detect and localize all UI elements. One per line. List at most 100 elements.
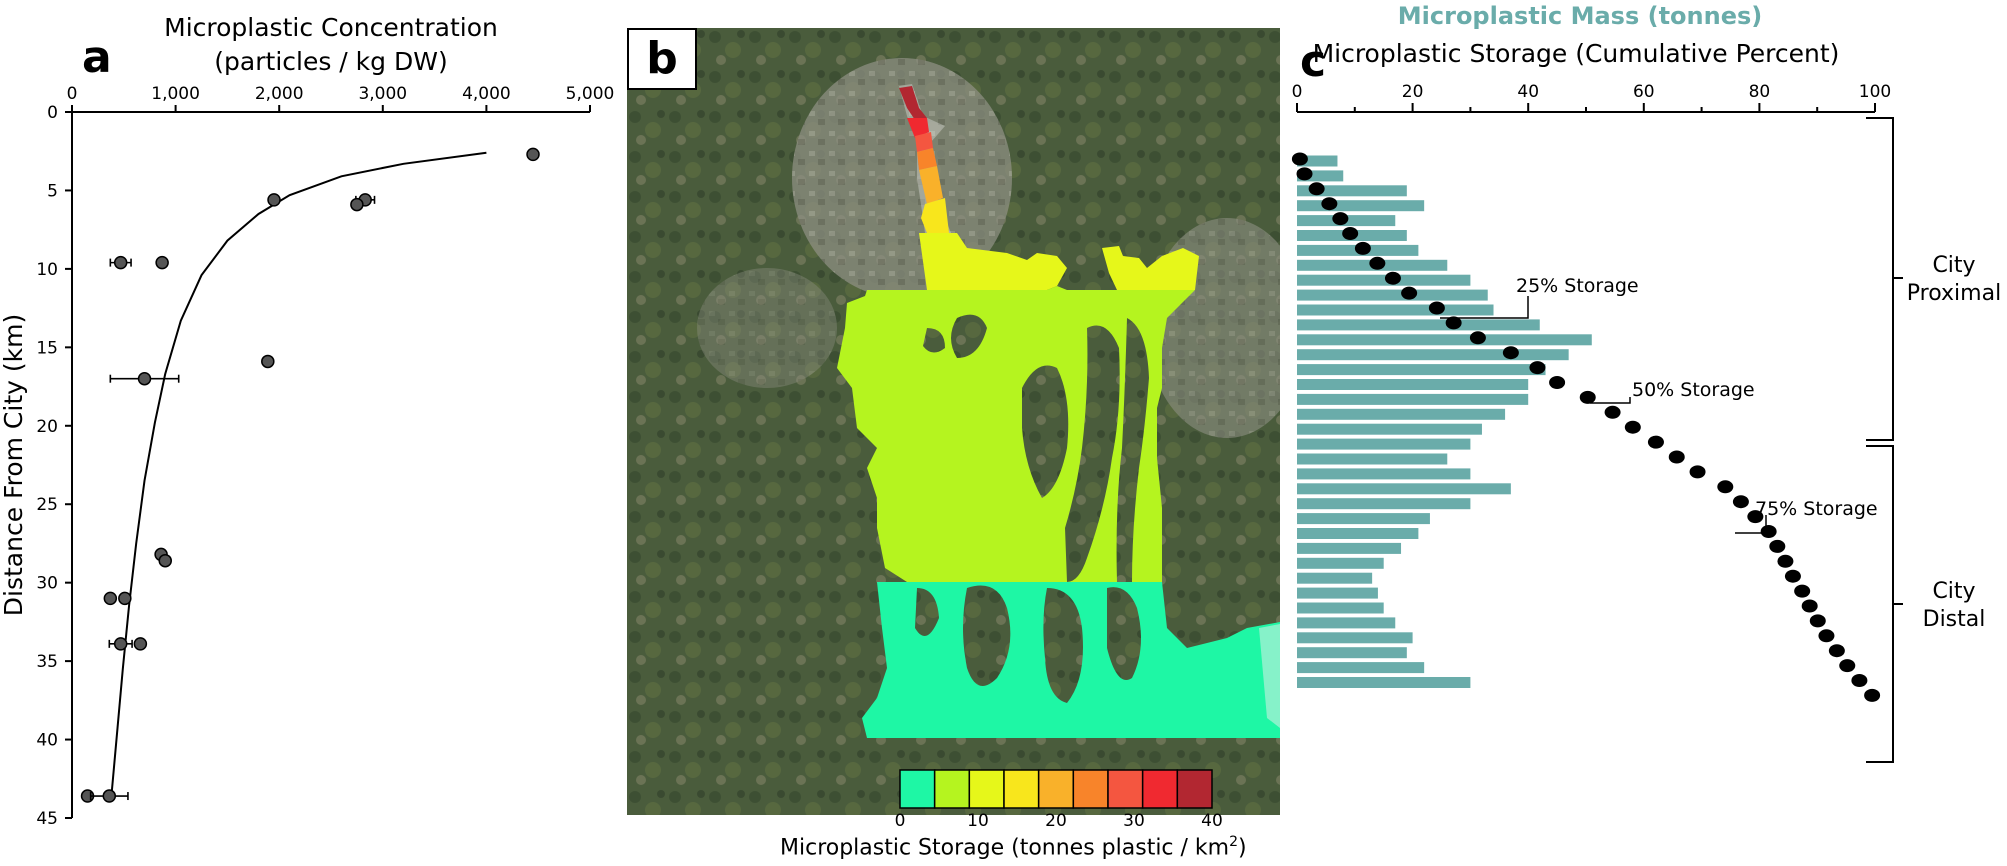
cumulative-point (1502, 346, 1519, 360)
cumulative-point (1332, 212, 1349, 226)
satellite-map (627, 28, 1280, 815)
urban-area (697, 268, 837, 388)
mass-bar (1297, 572, 1373, 584)
mass-bar (1297, 244, 1419, 256)
cumulative-point (1384, 271, 1401, 285)
y-tick-label: 35 (36, 652, 58, 672)
mass-bar (1297, 259, 1448, 271)
data-point (526, 147, 540, 162)
cumulative-point (1604, 405, 1621, 419)
annotation-leader (1590, 397, 1631, 404)
y-tick-label: 0 (47, 103, 58, 123)
y-tick-label: 5 (47, 181, 58, 201)
colorbar-cell (899, 769, 936, 809)
data-point (158, 553, 172, 568)
cumulative-point (1469, 331, 1486, 345)
bracket-label: Proximal (1907, 281, 2001, 306)
x-tick-label: 40 (1517, 82, 1539, 102)
mass-bar (1297, 304, 1494, 316)
cumulative-point (1809, 614, 1826, 628)
mass-bar (1297, 230, 1407, 241)
data-point (103, 591, 118, 606)
chart-title-line2: (particles / kg DW) (214, 47, 447, 76)
x-tick-label: 0 (67, 84, 78, 104)
panel-letter-b: b (646, 33, 678, 84)
mass-bar (1297, 200, 1425, 212)
cumulative-point (1342, 227, 1359, 240)
cumulative-point (1401, 286, 1418, 300)
mass-bar (1297, 483, 1511, 495)
bracket-label: City (1932, 579, 1975, 604)
mass-bar (1297, 379, 1529, 390)
annotation-label: 50% Storage (1632, 379, 1755, 401)
data-point (261, 354, 275, 369)
map-svg (627, 28, 1280, 815)
cumulative-point (1428, 301, 1445, 315)
cumulative-point (1760, 525, 1777, 538)
colorbar-cell (1072, 769, 1109, 809)
x-tick-label: 3,000 (358, 84, 407, 104)
mass-bar (1297, 662, 1425, 674)
cumulative-point (1801, 599, 1818, 613)
y-tick-label: 30 (36, 574, 58, 594)
data-point (113, 255, 128, 270)
data-point (267, 193, 281, 207)
colorbar-tick-label: 30 (1123, 811, 1145, 830)
mass-bar (1297, 364, 1546, 376)
colorbar-tick-label: 0 (895, 811, 906, 830)
cumulative-point (1529, 361, 1546, 375)
mass-bar (1297, 185, 1407, 197)
islands (915, 314, 1149, 703)
mass-bar (1297, 542, 1402, 554)
data-point (350, 197, 364, 212)
colorbar-cell (933, 769, 971, 809)
cumulative-point (1839, 659, 1856, 673)
x-tick-label: 20 (1402, 82, 1424, 102)
mass-bar (1297, 647, 1407, 659)
x-tick-label: 2,000 (255, 84, 304, 104)
cumulative-point (1747, 510, 1764, 524)
cumulative-point (1321, 197, 1338, 211)
colorbar-tick-label: 20 (1045, 811, 1067, 830)
cumulative-point (1717, 480, 1734, 494)
mass-bar (1297, 602, 1384, 614)
mass-bar (1297, 155, 1338, 167)
cumulative-point (1732, 495, 1749, 509)
x-tick-label: 100 (1859, 82, 1891, 102)
data-point (102, 789, 117, 803)
colorbar-cell (1037, 769, 1075, 809)
x-tick-label: 80 (1749, 82, 1771, 102)
x-tick-label: 4,000 (462, 84, 511, 104)
mass-bar (1297, 215, 1396, 227)
mass-bar (1297, 438, 1471, 450)
cumulative-point (1579, 390, 1596, 404)
mass-bar (1297, 349, 1569, 361)
colorbar: 0 10 20 30 40 (895, 769, 1223, 830)
cumulative-point (1647, 435, 1664, 449)
mass-bar (1297, 468, 1471, 480)
data-point (133, 637, 148, 651)
y-tick-label: 25 (36, 495, 58, 515)
cumulative-point (1668, 450, 1685, 464)
panel-letter-b-box: b (627, 28, 697, 90)
mass-bar (1297, 334, 1592, 346)
cumulative-point (1291, 152, 1308, 166)
cumulative-point (1354, 241, 1371, 255)
mass-bar (1297, 528, 1419, 539)
data-point (113, 637, 128, 651)
cumulative-point (1864, 688, 1881, 702)
annotation-label: 25% Storage (1516, 275, 1639, 297)
colorbar-cell (1176, 769, 1213, 809)
cumulative-point (1445, 316, 1462, 330)
x-tick-label: 60 (1633, 82, 1655, 102)
chart-title-line1: Microplastic Concentration (164, 13, 498, 42)
panel-letter-c: c (1300, 36, 1327, 87)
mass-bar (1297, 319, 1540, 331)
annotation-leader (1440, 296, 1529, 319)
y-axis-label: Distance From City (km) (0, 314, 28, 616)
x-tick-label: 5,000 (566, 84, 615, 104)
colorbar-cell (1141, 769, 1179, 809)
mass-bar (1297, 423, 1482, 435)
mass-bar (1297, 170, 1344, 182)
colorbar-label: Microplastic Storage (tonnes plastic / k… (780, 834, 1247, 861)
